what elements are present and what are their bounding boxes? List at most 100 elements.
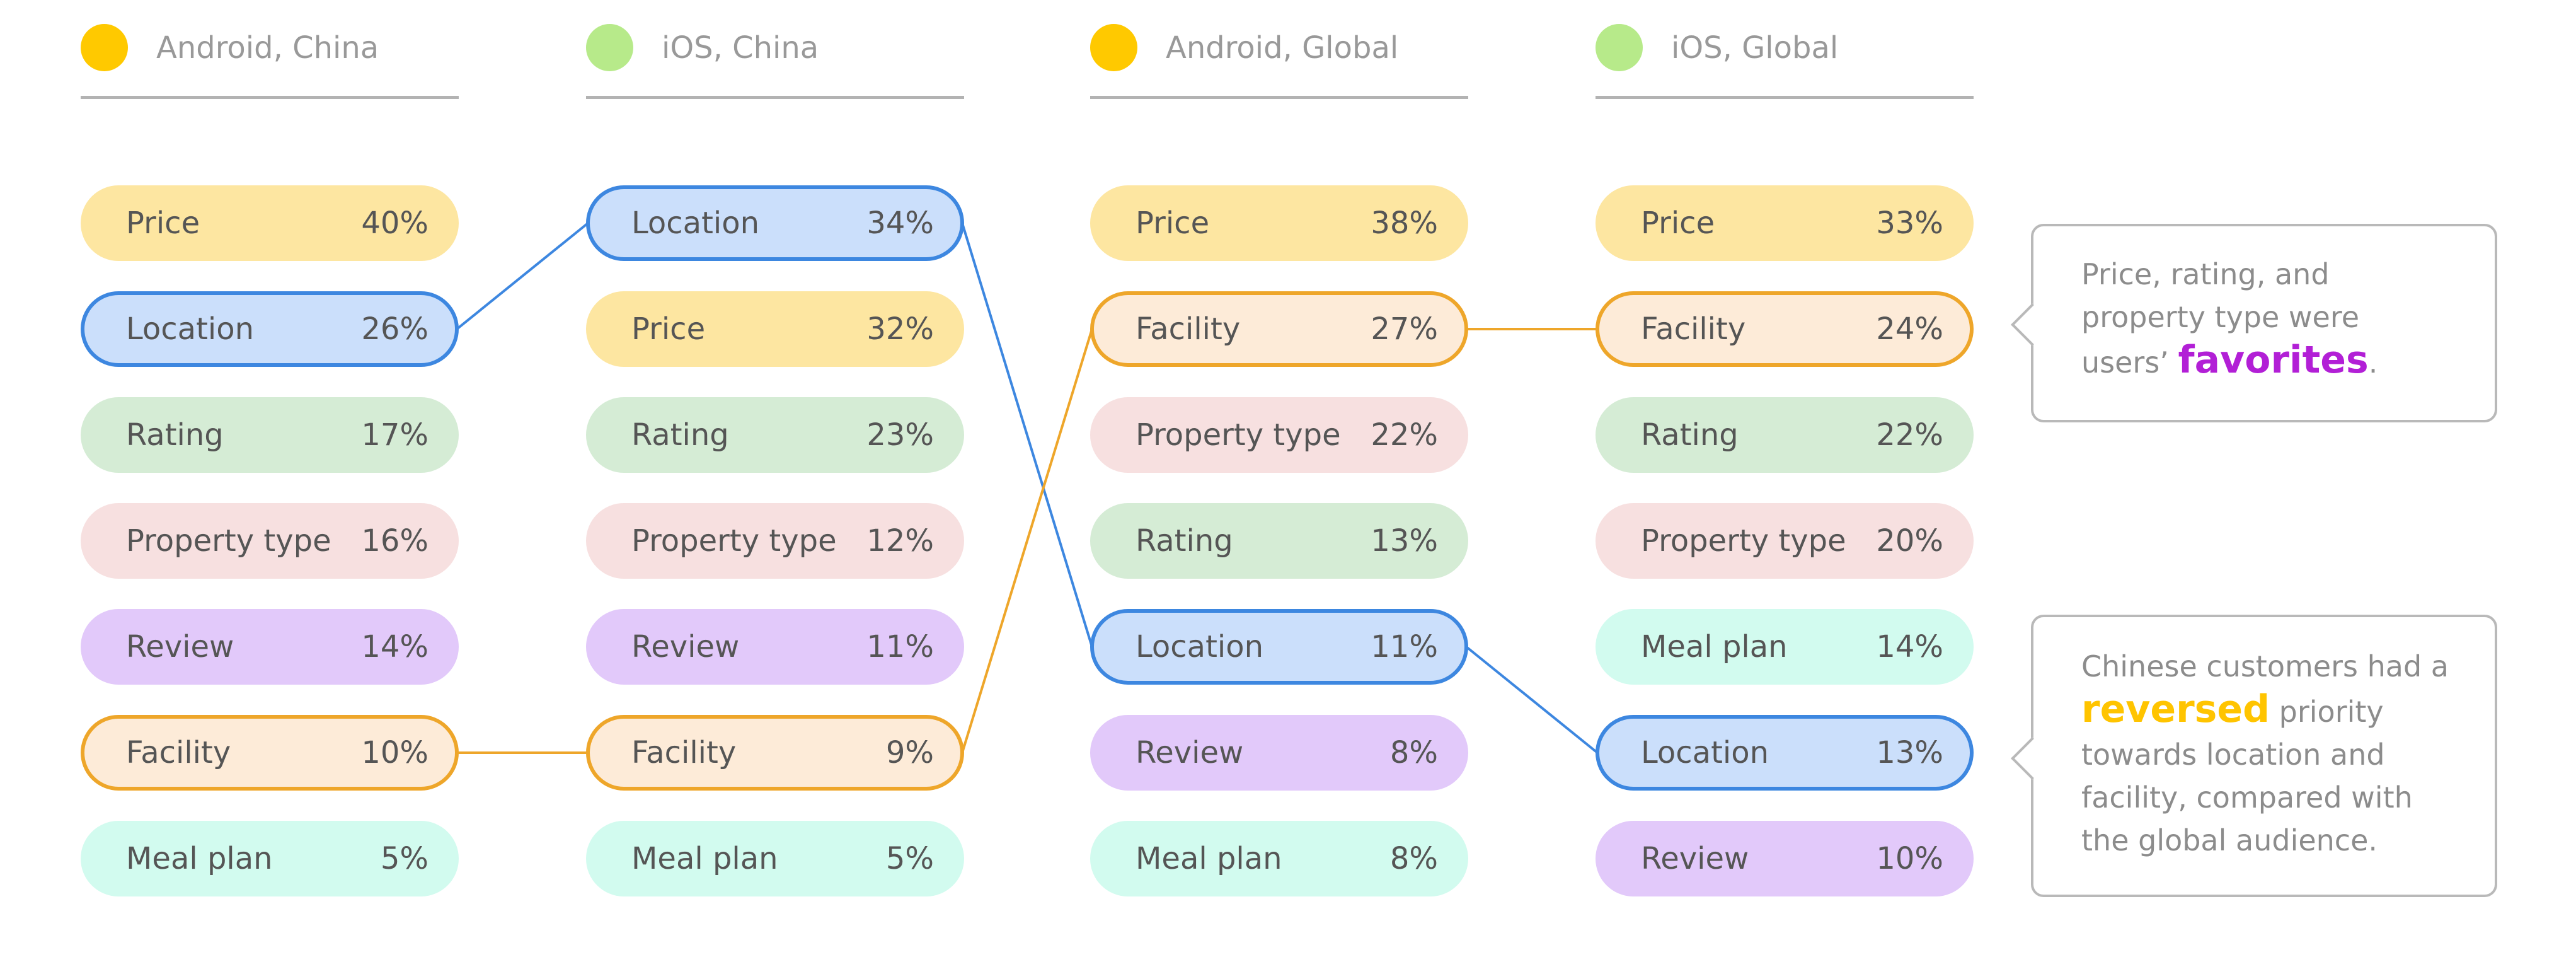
pill-label: Price xyxy=(1136,206,1210,241)
pill-label: Property type xyxy=(126,523,331,559)
pill-location: Location 11% xyxy=(1090,609,1468,685)
pill-value: 27% xyxy=(1371,311,1438,347)
pill-label: Meal plan xyxy=(1641,629,1788,664)
pill-label: Facility xyxy=(631,735,737,770)
pill-label: Property type xyxy=(631,523,837,559)
pill-price: Price 38% xyxy=(1090,185,1468,261)
pill-label: Property type xyxy=(1641,523,1846,559)
pill-value: 22% xyxy=(1371,417,1438,453)
pill-label: Location xyxy=(1641,735,1769,770)
callout-2-text: Chinese customers had a xyxy=(2081,649,2449,683)
pill-facility: Facility 27% xyxy=(1090,291,1468,367)
column-header-ios-china: iOS, China xyxy=(586,0,964,101)
callout-1-text: Price, rating, and property type were us… xyxy=(2081,257,2360,380)
callout-1-end: . xyxy=(2368,345,2378,380)
pill-value: 34% xyxy=(866,206,934,241)
pill-value: 8% xyxy=(1389,841,1438,876)
pill-price: Price 32% xyxy=(586,291,964,367)
pill-label: Facility xyxy=(1641,311,1746,347)
pill-property-type: Property type 20% xyxy=(1596,503,1974,579)
pill-label: Review xyxy=(126,629,234,664)
column-divider xyxy=(81,96,459,99)
pill-value: 22% xyxy=(1876,417,1943,453)
pill-meal-plan: Meal plan 14% xyxy=(1596,609,1974,685)
pill-value: 10% xyxy=(1876,841,1943,876)
pill-label: Price xyxy=(1641,206,1715,241)
column-divider xyxy=(1596,96,1974,99)
pill-price: Price 40% xyxy=(81,185,459,261)
pill-location: Location 34% xyxy=(586,185,964,261)
pill-location: Location 13% xyxy=(1596,715,1974,791)
pill-property-type: Property type 22% xyxy=(1090,397,1468,473)
pill-value: 8% xyxy=(1389,735,1438,770)
pill-meal-plan: Meal plan 8% xyxy=(1090,821,1468,896)
pill-value: 24% xyxy=(1876,311,1943,347)
column-header-android-china: Android, China xyxy=(81,0,459,101)
link-line-location xyxy=(961,223,1093,647)
legend-dot-icon xyxy=(1090,24,1137,71)
pill-rating: Rating 17% xyxy=(81,397,459,473)
pill-rating: Rating 22% xyxy=(1596,397,1974,473)
column-title: Android, Global xyxy=(1166,30,1399,66)
pill-value: 13% xyxy=(1876,735,1943,770)
pill-value: 38% xyxy=(1371,206,1438,241)
pill-value: 26% xyxy=(361,311,428,347)
pill-label: Meal plan xyxy=(631,841,778,876)
column-title: iOS, Global xyxy=(1671,30,1839,66)
legend-dot-icon xyxy=(1596,24,1643,71)
link-line-location xyxy=(456,222,589,330)
pill-label: Location xyxy=(631,206,760,241)
pill-value: 16% xyxy=(361,523,428,559)
pill-value: 40% xyxy=(361,206,428,241)
pill-label: Rating xyxy=(1641,417,1739,453)
pill-label: Review xyxy=(1641,841,1749,876)
pill-value: 17% xyxy=(361,417,428,453)
column-header-android-global: Android, Global xyxy=(1090,0,1468,101)
column-divider xyxy=(586,96,964,99)
pill-rating: Rating 13% xyxy=(1090,503,1468,579)
pill-review: Review 10% xyxy=(1596,821,1974,896)
pill-rating: Rating 23% xyxy=(586,397,964,473)
pill-label: Facility xyxy=(1136,311,1241,347)
pill-value: 12% xyxy=(866,523,934,559)
column-header-ios-global: iOS, Global xyxy=(1596,0,1974,101)
column-divider xyxy=(1090,96,1468,99)
pill-meal-plan: Meal plan 5% xyxy=(586,821,964,896)
pill-value: 9% xyxy=(885,735,934,770)
legend-dot-icon xyxy=(81,24,128,71)
pill-label: Rating xyxy=(126,417,224,453)
callout-1-accent: favorites xyxy=(2178,338,2369,382)
pill-value: 33% xyxy=(1876,206,1943,241)
pill-property-type: Property type 12% xyxy=(586,503,964,579)
pill-value: 14% xyxy=(361,629,428,664)
callout-reversed: Chinese customers had a reversed priorit… xyxy=(2011,615,2497,897)
pill-value: 11% xyxy=(1371,629,1438,664)
pill-label: Meal plan xyxy=(1136,841,1282,876)
link-line-facility xyxy=(961,328,1093,753)
pill-label: Meal plan xyxy=(126,841,273,876)
callout-favorites: Price, rating, and property type were us… xyxy=(2011,224,2497,422)
column-title: iOS, China xyxy=(662,30,819,66)
pill-property-type: Property type 16% xyxy=(81,503,459,579)
pill-label: Location xyxy=(126,311,255,347)
pill-facility: Facility 10% xyxy=(81,715,459,791)
pill-review: Review 8% xyxy=(1090,715,1468,791)
pill-meal-plan: Meal plan 5% xyxy=(81,821,459,896)
pill-label: Rating xyxy=(631,417,729,453)
pill-value: 10% xyxy=(361,735,428,770)
pill-label: Facility xyxy=(126,735,231,770)
pill-facility: Facility 24% xyxy=(1596,291,1974,367)
pill-label: Location xyxy=(1136,629,1264,664)
pill-label: Price xyxy=(631,311,706,347)
pill-label: Property type xyxy=(1136,417,1341,453)
pill-value: 5% xyxy=(380,841,428,876)
pill-facility: Facility 9% xyxy=(586,715,964,791)
pill-value: 23% xyxy=(866,417,934,453)
pill-value: 11% xyxy=(866,629,934,664)
pill-label: Rating xyxy=(1136,523,1233,559)
pill-value: 5% xyxy=(885,841,934,876)
legend-dot-icon xyxy=(586,24,633,71)
pill-value: 13% xyxy=(1371,523,1438,559)
